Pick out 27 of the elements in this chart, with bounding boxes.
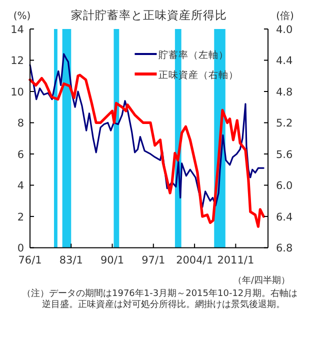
y-tick-label: 4	[17, 180, 24, 192]
y2-tick-label: 5.2	[276, 118, 293, 130]
y2label: (倍)	[276, 11, 294, 22]
title: 家計貯蓄率と正味資産所得比	[71, 8, 227, 22]
x-tick-label: 97/1	[142, 254, 166, 267]
y-tick-label: 6	[17, 148, 24, 161]
y2-tick-label: 4.8	[276, 86, 293, 98]
x-tick-label: 2011/1	[217, 254, 254, 267]
y2-tick-label: 6.0	[276, 180, 293, 192]
x-tick-label: 90/1	[100, 254, 124, 267]
y2-tick-label: 4.4	[276, 55, 294, 68]
y2-tick-label: 6.4	[276, 211, 294, 224]
y-tick-label: 10	[10, 86, 24, 98]
y-tick-label: 12	[10, 55, 24, 68]
y-tick-label: 14	[10, 24, 24, 36]
xlabel: （年/四半期）	[232, 276, 290, 286]
y2-tick-label: 4.0	[276, 24, 293, 36]
x-tick-label: 83/1	[59, 254, 83, 267]
x-tick-label: 2004/1	[176, 254, 214, 267]
y2-tick-label: 5.6	[276, 148, 294, 161]
y-tick-label: 0	[17, 242, 24, 255]
y2-tick-label: 6.8	[276, 242, 293, 255]
ylabel: (%)	[13, 11, 31, 22]
y-tick-label: 8	[17, 118, 24, 130]
y-tick-label: 2	[17, 211, 24, 224]
x-tick-label: 76/1	[18, 254, 42, 267]
text: （注）データの期間は1976年1-3月期～2015年10-12月期。右軸は逆目盛。正味資産は対可処分所得比。網掛けは景気後退期。	[22, 289, 299, 311]
